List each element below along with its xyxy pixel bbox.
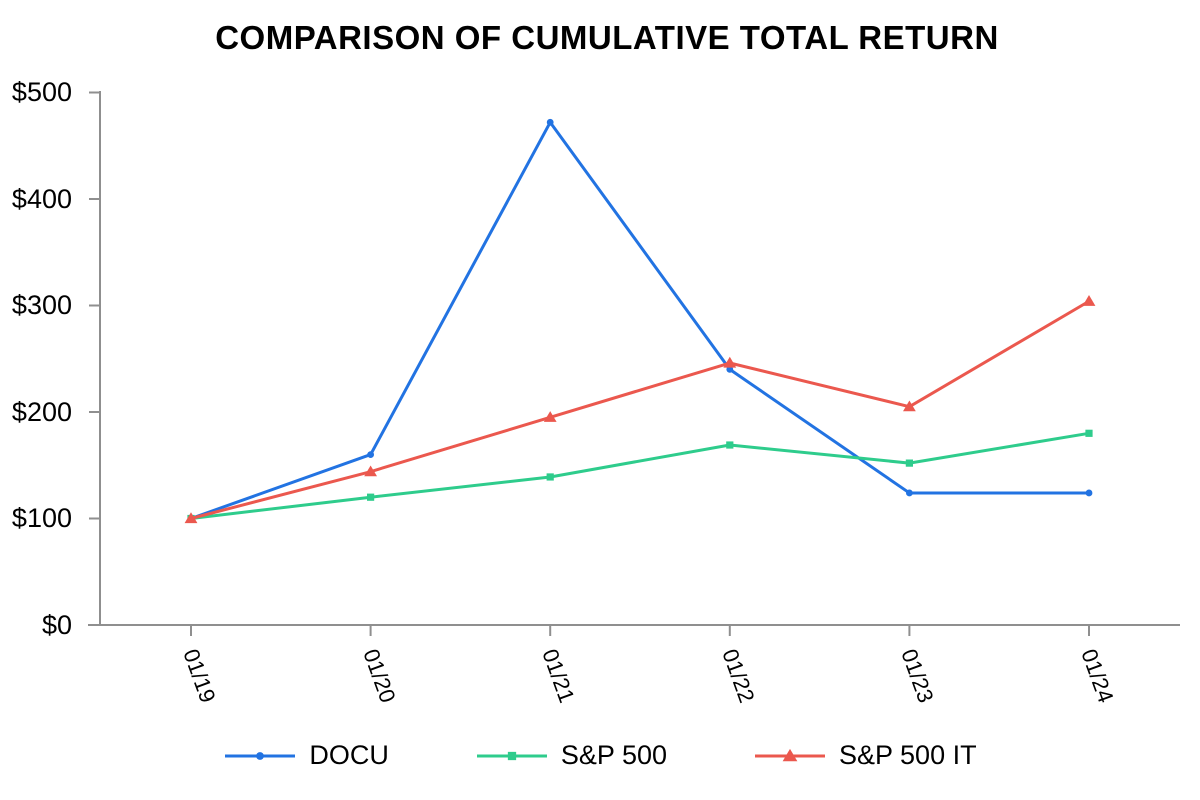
- data-point-circle: [256, 751, 265, 760]
- series-line-s-p-500-it: [189, 299, 1091, 520]
- data-point-circle: [726, 366, 734, 373]
- data-point-circle: [906, 489, 913, 497]
- legend-label: DOCU: [309, 740, 389, 770]
- data-point-square: [507, 751, 517, 760]
- legend: DOCU S&P 500 S&P 500 IT: [0, 740, 1200, 771]
- data-point-triangle: [184, 512, 198, 524]
- data-point-triangle: [903, 400, 916, 412]
- data-point-square: [367, 493, 375, 501]
- legend-item-docu: DOCU: [223, 740, 389, 771]
- data-point-triangle: [543, 411, 557, 422]
- data-point-square: [546, 473, 554, 481]
- chart-title: COMPARISON OF CUMULATIVE TOTAL RETURN: [215, 19, 999, 56]
- data-point-square: [726, 441, 734, 449]
- series-line-s-p-500: [189, 431, 1091, 520]
- legend-item-s-p-500: S&P 500: [475, 740, 667, 771]
- legend-marker-square-icon: [476, 751, 547, 760]
- data-point-circle: [367, 451, 374, 458]
- data-point-triangle: [1082, 295, 1096, 306]
- data-point-triangle: [364, 465, 377, 477]
- legend-item-s-p-500-it: S&P 500 IT: [753, 740, 977, 771]
- legend-marker-circle-icon: [225, 751, 296, 760]
- legend-label: S&P 500 IT: [839, 740, 977, 770]
- data-point-triangle: [782, 748, 798, 761]
- series-line-docu: [189, 120, 1091, 520]
- legend-label: S&P 500: [560, 740, 667, 770]
- data-point-triangle: [723, 356, 737, 368]
- data-point-square: [905, 459, 913, 467]
- data-point-square: [1085, 429, 1093, 437]
- data-point-circle: [546, 118, 554, 126]
- data-point-circle: [1085, 489, 1093, 497]
- legend-marker-triangle-icon: [755, 748, 825, 761]
